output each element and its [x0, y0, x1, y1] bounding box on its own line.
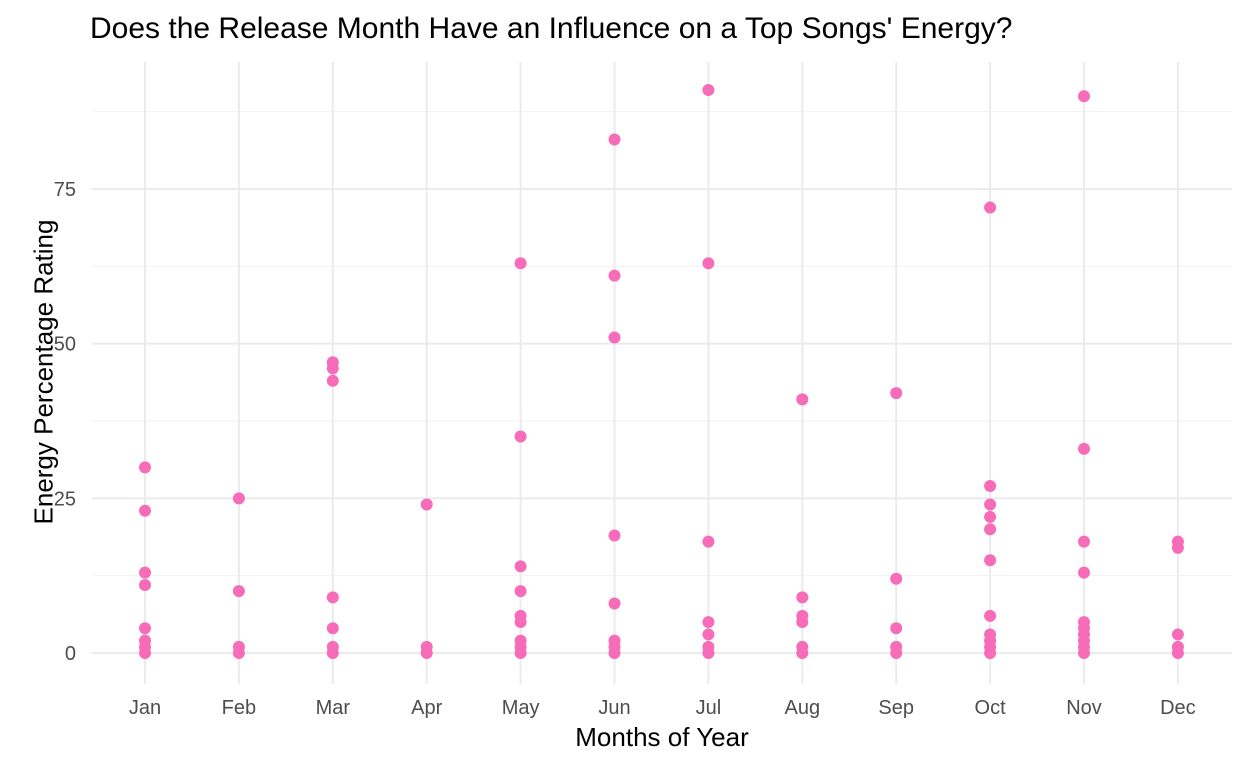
data-point — [984, 498, 997, 511]
y-tick-label: 0 — [65, 643, 76, 665]
data-point — [514, 585, 527, 598]
data-point — [514, 616, 527, 629]
data-point — [1171, 628, 1184, 641]
data-point — [608, 529, 621, 542]
y-axis-label: Energy Percentage Rating — [28, 219, 59, 525]
data-point — [1078, 647, 1090, 659]
data-point — [139, 647, 151, 659]
x-tick-label: May — [502, 697, 540, 719]
data-point — [1078, 535, 1090, 548]
data-point — [984, 479, 997, 492]
data-point — [326, 362, 339, 375]
data-point — [796, 647, 809, 659]
x-tick-label: Sep — [878, 697, 914, 719]
data-point — [608, 597, 621, 610]
data-point — [514, 430, 527, 443]
data-point — [608, 133, 621, 146]
data-point — [984, 554, 997, 567]
data-point — [326, 647, 339, 659]
data-point — [1078, 442, 1090, 455]
y-tick-label: 25 — [54, 488, 76, 510]
data-point — [326, 622, 339, 635]
x-tick-label: Mar — [316, 697, 351, 719]
data-point — [139, 504, 151, 517]
data-point — [608, 269, 621, 282]
data-point — [139, 461, 151, 474]
data-point — [702, 257, 715, 270]
y-tick-label: 75 — [54, 179, 76, 201]
x-tick-label: Jan — [129, 697, 161, 719]
data-point — [514, 257, 527, 270]
data-point — [420, 647, 433, 659]
data-point — [608, 331, 621, 344]
data-point — [232, 492, 245, 505]
x-tick-label: Nov — [1066, 697, 1102, 719]
x-tick-label: Feb — [222, 697, 256, 719]
data-point — [984, 510, 997, 523]
data-point — [796, 616, 809, 629]
data-point — [420, 498, 433, 511]
data-point — [702, 616, 715, 629]
y-tick-label: 50 — [54, 334, 76, 356]
data-point — [232, 585, 245, 598]
x-tick-label: Jun — [598, 697, 630, 719]
data-point — [1171, 647, 1184, 659]
x-tick-label: Jul — [696, 697, 722, 719]
data-point — [702, 84, 715, 97]
data-point — [1078, 90, 1090, 103]
data-point — [514, 647, 527, 659]
chart-title: Does the Release Month Have an Influence… — [90, 12, 1013, 45]
x-tick-label: Oct — [975, 697, 1007, 719]
data-point — [139, 566, 151, 579]
x-tick-label: Dec — [1160, 697, 1196, 719]
data-point — [139, 578, 151, 591]
data-point — [890, 572, 903, 585]
data-point — [514, 560, 527, 573]
data-point — [984, 609, 997, 622]
data-point — [984, 523, 997, 536]
x-tick-labels: Jan Feb Mar Apr May Jun Jul Aug Sep Oct Nov Dec — [129, 697, 1196, 719]
data-points — [139, 84, 1184, 659]
data-point — [326, 374, 339, 387]
data-point — [890, 387, 903, 400]
data-point — [232, 647, 245, 659]
data-point — [796, 591, 809, 604]
data-point — [1078, 566, 1090, 579]
x-axis-label: Months of Year — [575, 722, 749, 752]
data-point — [702, 628, 715, 641]
x-tick-label: Apr — [411, 697, 442, 719]
data-point — [1171, 541, 1184, 554]
grid-lines — [92, 62, 1232, 684]
data-point — [608, 647, 621, 659]
data-point — [890, 647, 903, 659]
x-tick-label: Aug — [785, 697, 821, 719]
data-point — [702, 535, 715, 548]
data-point — [326, 591, 339, 604]
data-point — [702, 647, 715, 659]
data-point — [796, 393, 809, 406]
data-point — [984, 647, 997, 659]
y-tick-labels: 0 25 50 75 — [54, 179, 76, 665]
data-point — [984, 201, 997, 214]
data-point — [139, 622, 151, 635]
data-point — [890, 622, 903, 635]
